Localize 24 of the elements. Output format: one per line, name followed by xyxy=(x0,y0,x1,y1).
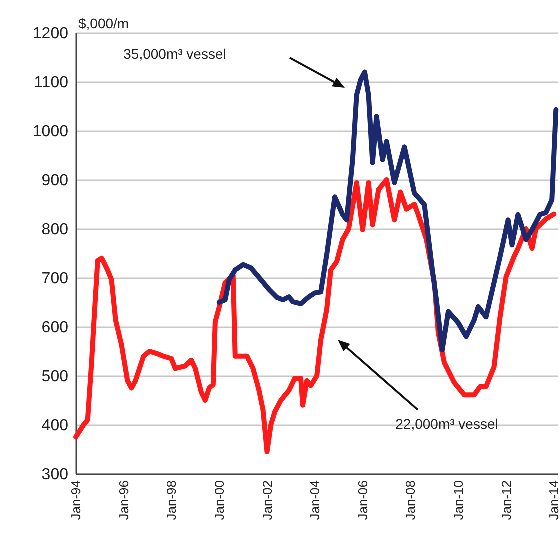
y-tick-label: 800 xyxy=(42,222,69,238)
x-tick-label: Jan-08 xyxy=(403,480,418,520)
x-tick-label: Jan-94 xyxy=(68,480,84,520)
x-tick-label: Jan-10 xyxy=(451,480,466,520)
x-tick-label: Jan-14 xyxy=(546,480,560,520)
y-tick-label: 700 xyxy=(42,270,69,288)
x-tick-label: Jan-04 xyxy=(308,480,323,520)
y-tick-label: 600 xyxy=(42,320,69,336)
y-tick-label: 500 xyxy=(42,368,69,386)
annotation: 22,000m³ vessel xyxy=(396,416,498,432)
x-tick-label: Jan-96 xyxy=(116,480,132,520)
x-tick-label: Jan-02 xyxy=(260,480,275,520)
x-tick-label: Jan-00 xyxy=(212,480,227,520)
x-tick-label: Jan-12 xyxy=(498,480,514,520)
y-tick-label: 300 xyxy=(42,466,69,484)
y-tick-label: 900 xyxy=(42,172,69,190)
y-tick-label: 400 xyxy=(42,418,69,434)
x-tick-label: Jan-98 xyxy=(164,480,180,520)
y-tick-label: 1000 xyxy=(32,124,69,140)
y-tick-label: 1200 xyxy=(32,26,69,42)
y-axis-title: $,000/m xyxy=(78,16,130,32)
x-tick-label: Jan-06 xyxy=(355,480,370,520)
annotation: 35,000m³ vessel xyxy=(124,46,226,62)
y-tick-label: 1100 xyxy=(34,74,69,92)
